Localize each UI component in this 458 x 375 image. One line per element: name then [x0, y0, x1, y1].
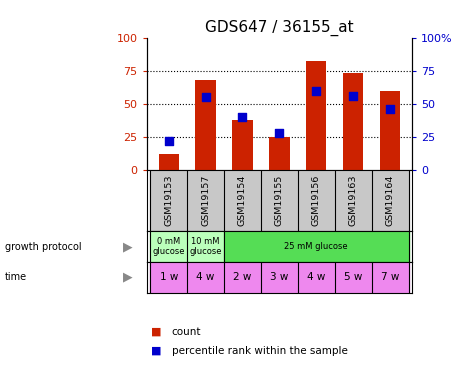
- Text: count: count: [172, 327, 201, 337]
- Point: [387, 106, 394, 112]
- Text: 0 mM
glucose: 0 mM glucose: [153, 237, 185, 256]
- Bar: [261, 262, 298, 292]
- Bar: [224, 231, 409, 262]
- Bar: [335, 262, 371, 292]
- Bar: [306, 62, 327, 170]
- Text: ■: ■: [151, 327, 162, 337]
- Text: GSM19157: GSM19157: [201, 174, 210, 226]
- Text: GSM19154: GSM19154: [238, 174, 247, 226]
- Point: [276, 130, 283, 136]
- Bar: [298, 170, 335, 231]
- Bar: [371, 262, 409, 292]
- Bar: [187, 262, 224, 292]
- Text: 10 mM
glucose: 10 mM glucose: [189, 237, 222, 256]
- Text: 1 w: 1 w: [159, 272, 178, 282]
- Text: 4 w: 4 w: [307, 272, 326, 282]
- Bar: [269, 137, 289, 170]
- Bar: [150, 231, 187, 262]
- Bar: [158, 154, 179, 170]
- Text: 2 w: 2 w: [233, 272, 252, 282]
- Bar: [335, 170, 371, 231]
- Text: ▶: ▶: [123, 271, 133, 284]
- Bar: [371, 170, 409, 231]
- Text: 7 w: 7 w: [381, 272, 399, 282]
- Bar: [298, 262, 335, 292]
- Bar: [380, 90, 400, 170]
- Text: 25 mM glucose: 25 mM glucose: [284, 242, 348, 251]
- Point: [349, 93, 357, 99]
- Bar: [187, 231, 224, 262]
- Text: 4 w: 4 w: [196, 272, 215, 282]
- Bar: [343, 73, 363, 170]
- Text: GSM19164: GSM19164: [386, 174, 394, 226]
- Title: GDS647 / 36155_at: GDS647 / 36155_at: [205, 20, 354, 36]
- Text: 5 w: 5 w: [344, 272, 362, 282]
- Text: ■: ■: [151, 346, 162, 355]
- Bar: [261, 170, 298, 231]
- Text: growth protocol: growth protocol: [5, 242, 81, 252]
- Bar: [224, 262, 261, 292]
- Text: 3 w: 3 w: [270, 272, 289, 282]
- Text: GSM19163: GSM19163: [349, 174, 358, 226]
- Bar: [232, 120, 253, 170]
- Text: percentile rank within the sample: percentile rank within the sample: [172, 346, 348, 355]
- Bar: [224, 170, 261, 231]
- Point: [165, 138, 172, 144]
- Bar: [196, 80, 216, 170]
- Point: [202, 94, 209, 100]
- Text: ▶: ▶: [123, 240, 133, 253]
- Text: GSM19155: GSM19155: [275, 174, 284, 226]
- Point: [313, 87, 320, 93]
- Text: GSM19153: GSM19153: [164, 174, 173, 226]
- Point: [239, 114, 246, 120]
- Text: GSM19156: GSM19156: [312, 174, 321, 226]
- Text: time: time: [5, 272, 27, 282]
- Bar: [150, 170, 187, 231]
- Bar: [187, 170, 224, 231]
- Bar: [150, 262, 187, 292]
